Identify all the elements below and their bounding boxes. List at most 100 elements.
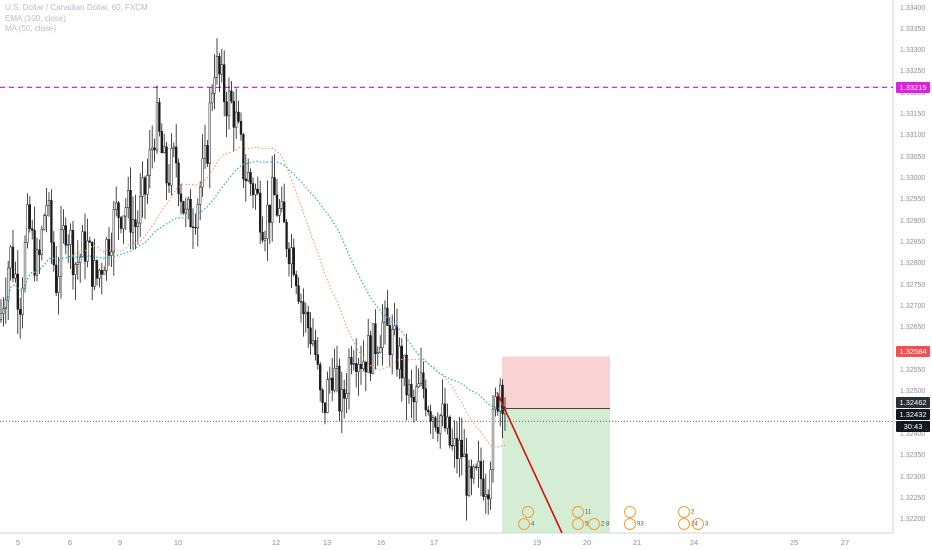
candle-body xyxy=(297,285,300,302)
candle-body xyxy=(177,162,180,195)
candle-body xyxy=(388,325,391,355)
candle-body xyxy=(263,238,267,241)
candle-body xyxy=(379,347,382,353)
candle-body xyxy=(484,494,487,497)
candle-body xyxy=(350,357,353,365)
candle-body xyxy=(7,267,10,301)
time-tick: 6 xyxy=(67,538,73,547)
candle-body xyxy=(343,389,346,399)
candle-body xyxy=(417,383,420,388)
candle-body xyxy=(345,393,348,399)
candle-body xyxy=(369,335,372,374)
flag-icon xyxy=(692,518,704,530)
candle-body xyxy=(357,363,360,372)
candle-body xyxy=(158,102,161,132)
event-marker[interactable] xyxy=(522,506,535,518)
event-marker[interactable]: 93 xyxy=(624,518,644,530)
event-marker[interactable]: 4 xyxy=(518,518,534,530)
candle-body xyxy=(196,204,199,229)
time-tick: 12 xyxy=(271,538,281,547)
candle-body xyxy=(419,372,423,384)
candle-body xyxy=(38,249,41,255)
candle-body xyxy=(280,201,283,209)
legend-ma: MA (50, close) xyxy=(5,24,57,33)
candle-body xyxy=(295,274,298,286)
event-marker[interactable]: 2 8 xyxy=(588,518,609,530)
candle-body xyxy=(117,202,120,218)
candle-body xyxy=(321,389,324,403)
candle-body xyxy=(88,240,91,243)
event-marker[interactable]: 11 xyxy=(572,506,591,518)
candle-body xyxy=(86,240,89,262)
time-tick: 16 xyxy=(376,538,386,547)
price-tick: 1.32400 xyxy=(900,430,926,438)
candle-body xyxy=(163,146,166,153)
candle-body xyxy=(47,200,51,206)
price-tick: 1.33050 xyxy=(900,153,926,161)
time-tick: 21 xyxy=(632,538,642,547)
candle-body xyxy=(52,242,55,266)
price-tick: 1.32650 xyxy=(900,324,926,332)
candle-body xyxy=(249,172,252,184)
candle-body xyxy=(95,260,99,279)
flag-icon xyxy=(678,518,690,530)
candle-body xyxy=(141,177,144,197)
candle-body xyxy=(496,396,499,412)
candle-body xyxy=(455,438,459,460)
price-tick: 1.32950 xyxy=(900,196,926,204)
candle-body xyxy=(98,270,101,279)
flag-icon xyxy=(624,506,636,518)
candle-body xyxy=(11,246,15,279)
candle-body xyxy=(153,147,156,151)
candle-body xyxy=(453,438,456,446)
candle-body xyxy=(40,229,43,255)
resistance-price-label: 1.33215 xyxy=(896,82,930,93)
candle-body xyxy=(256,188,259,194)
candle-body xyxy=(143,177,147,195)
candle-body xyxy=(391,329,394,355)
candle-body xyxy=(182,201,185,214)
candle-body xyxy=(367,335,370,373)
candle-body xyxy=(31,228,34,231)
candle-body xyxy=(443,403,447,429)
candle-body xyxy=(57,276,60,293)
time-tick: 17 xyxy=(429,538,439,547)
candle-body xyxy=(16,273,19,310)
candle-body xyxy=(232,101,235,128)
projection-line xyxy=(496,391,563,534)
candle-body xyxy=(364,361,367,373)
candle-body xyxy=(487,494,490,500)
candle-body xyxy=(122,215,125,229)
candle-body xyxy=(405,354,408,396)
candle-body xyxy=(28,204,31,229)
time-tick: 27 xyxy=(840,538,850,547)
candle-body xyxy=(189,198,192,228)
event-count: 5 xyxy=(585,521,589,528)
time-tick: 13 xyxy=(322,538,332,547)
candle-body xyxy=(69,229,72,245)
candle-body xyxy=(225,101,228,117)
candle-body xyxy=(477,461,480,468)
candle-body xyxy=(355,363,358,372)
event-marker[interactable]: 3 xyxy=(692,518,708,530)
candle-body xyxy=(451,445,454,447)
candle-body xyxy=(35,249,39,276)
candle-body xyxy=(333,368,336,391)
candle-body xyxy=(304,311,307,315)
candle-body xyxy=(62,225,65,230)
candle-body xyxy=(311,340,315,345)
candle-body xyxy=(381,321,384,349)
price-tick: 1.32350 xyxy=(900,452,926,460)
candle-body xyxy=(124,207,127,217)
event-marker[interactable]: 5 xyxy=(572,518,588,530)
price-tick: 1.32900 xyxy=(900,217,926,225)
price-tick: 1.33100 xyxy=(900,132,926,140)
event-marker[interactable]: 2 xyxy=(678,506,694,518)
candle-body xyxy=(331,377,334,391)
event-marker[interactable] xyxy=(624,506,637,518)
candle-body xyxy=(103,270,106,275)
candle-body xyxy=(83,231,87,262)
time-tick: 19 xyxy=(532,538,542,547)
candle-body xyxy=(359,363,363,369)
